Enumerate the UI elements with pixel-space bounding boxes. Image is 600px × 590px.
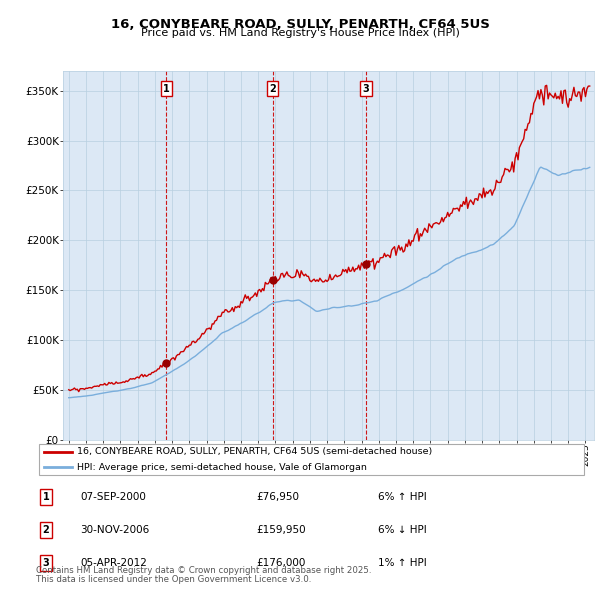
- Text: 3: 3: [43, 558, 49, 568]
- Text: 1: 1: [163, 84, 170, 94]
- Text: £159,950: £159,950: [257, 525, 307, 535]
- Text: 2: 2: [269, 84, 276, 94]
- Text: 16, CONYBEARE ROAD, SULLY, PENARTH, CF64 5US: 16, CONYBEARE ROAD, SULLY, PENARTH, CF64…: [110, 18, 490, 31]
- Text: 3: 3: [362, 84, 369, 94]
- Text: Contains HM Land Registry data © Crown copyright and database right 2025.: Contains HM Land Registry data © Crown c…: [36, 566, 371, 575]
- FancyBboxPatch shape: [39, 444, 584, 475]
- Text: £176,000: £176,000: [257, 558, 306, 568]
- Text: 1: 1: [43, 492, 49, 502]
- Text: 30-NOV-2006: 30-NOV-2006: [80, 525, 149, 535]
- Text: 16, CONYBEARE ROAD, SULLY, PENARTH, CF64 5US (semi-detached house): 16, CONYBEARE ROAD, SULLY, PENARTH, CF64…: [77, 447, 433, 456]
- Text: HPI: Average price, semi-detached house, Vale of Glamorgan: HPI: Average price, semi-detached house,…: [77, 463, 367, 472]
- Text: £76,950: £76,950: [257, 492, 300, 502]
- Text: 07-SEP-2000: 07-SEP-2000: [80, 492, 146, 502]
- Text: 6% ↓ HPI: 6% ↓ HPI: [378, 525, 427, 535]
- Text: 1% ↑ HPI: 1% ↑ HPI: [378, 558, 427, 568]
- Text: 2: 2: [43, 525, 49, 535]
- Text: 05-APR-2012: 05-APR-2012: [80, 558, 147, 568]
- Text: Price paid vs. HM Land Registry's House Price Index (HPI): Price paid vs. HM Land Registry's House …: [140, 28, 460, 38]
- Text: This data is licensed under the Open Government Licence v3.0.: This data is licensed under the Open Gov…: [36, 575, 311, 584]
- Text: 6% ↑ HPI: 6% ↑ HPI: [378, 492, 427, 502]
